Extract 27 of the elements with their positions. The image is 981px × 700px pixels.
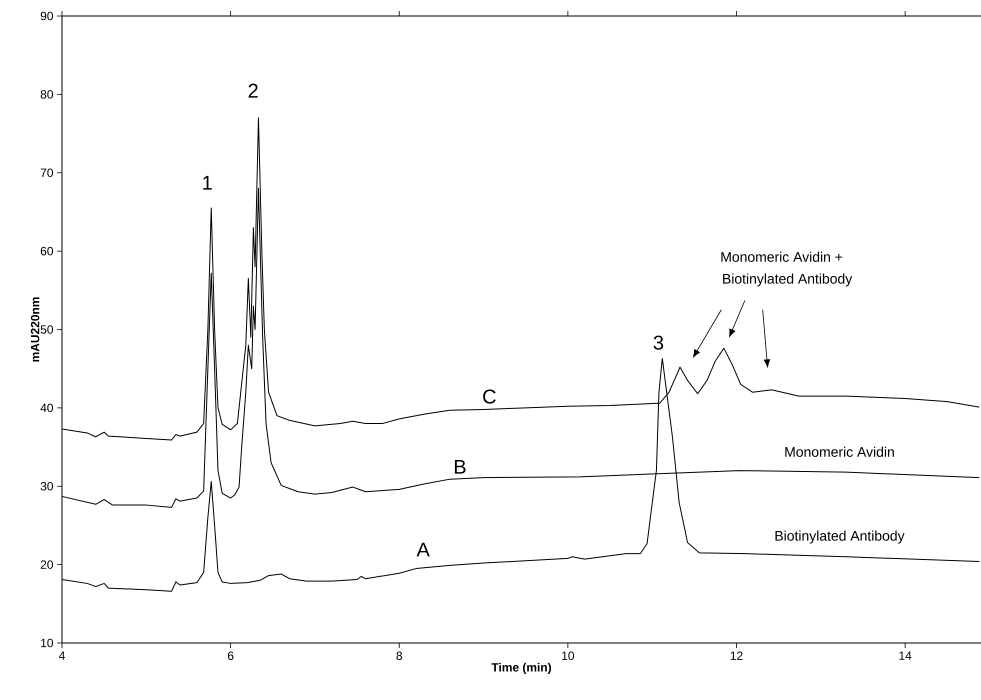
x-tick-label: 10 <box>562 652 574 660</box>
annotation: Biotinylated Antibody <box>775 530 905 544</box>
y-axis-title: mAU220nm <box>30 297 40 362</box>
y-tick-label: 80 <box>40 90 54 99</box>
annotation: 3 <box>654 336 664 350</box>
annotation: 1 <box>203 176 212 190</box>
y-tick-label: 90 <box>40 12 54 20</box>
annotation: Biotinylated Antibody <box>723 273 852 286</box>
y-tick-label: 50 <box>40 325 54 334</box>
annotation: B <box>454 460 466 474</box>
x-tick-label: 12 <box>730 652 743 660</box>
annotation: C <box>483 390 496 404</box>
annotation: 2 <box>248 84 258 98</box>
x-tick-label: 14 <box>899 652 912 660</box>
x-tick-label: 8 <box>396 652 402 660</box>
annotation: A <box>416 542 430 556</box>
x-tick-label: 4 <box>58 652 65 660</box>
y-tick-label: 10 <box>41 638 54 648</box>
y-tick-label: 60 <box>40 246 54 256</box>
x-tick-label: 6 <box>228 652 234 660</box>
y-tick-label: 40 <box>40 404 54 412</box>
annotation: Monomeric Avidin + <box>721 252 842 262</box>
y-tick-label: 70 <box>40 168 54 177</box>
annotation: Monomeric Avidin <box>785 446 894 457</box>
y-tick-label: 30 <box>40 482 54 490</box>
x-axis-title: Time (min) <box>492 662 552 674</box>
y-tick-label: 20 <box>40 560 54 569</box>
